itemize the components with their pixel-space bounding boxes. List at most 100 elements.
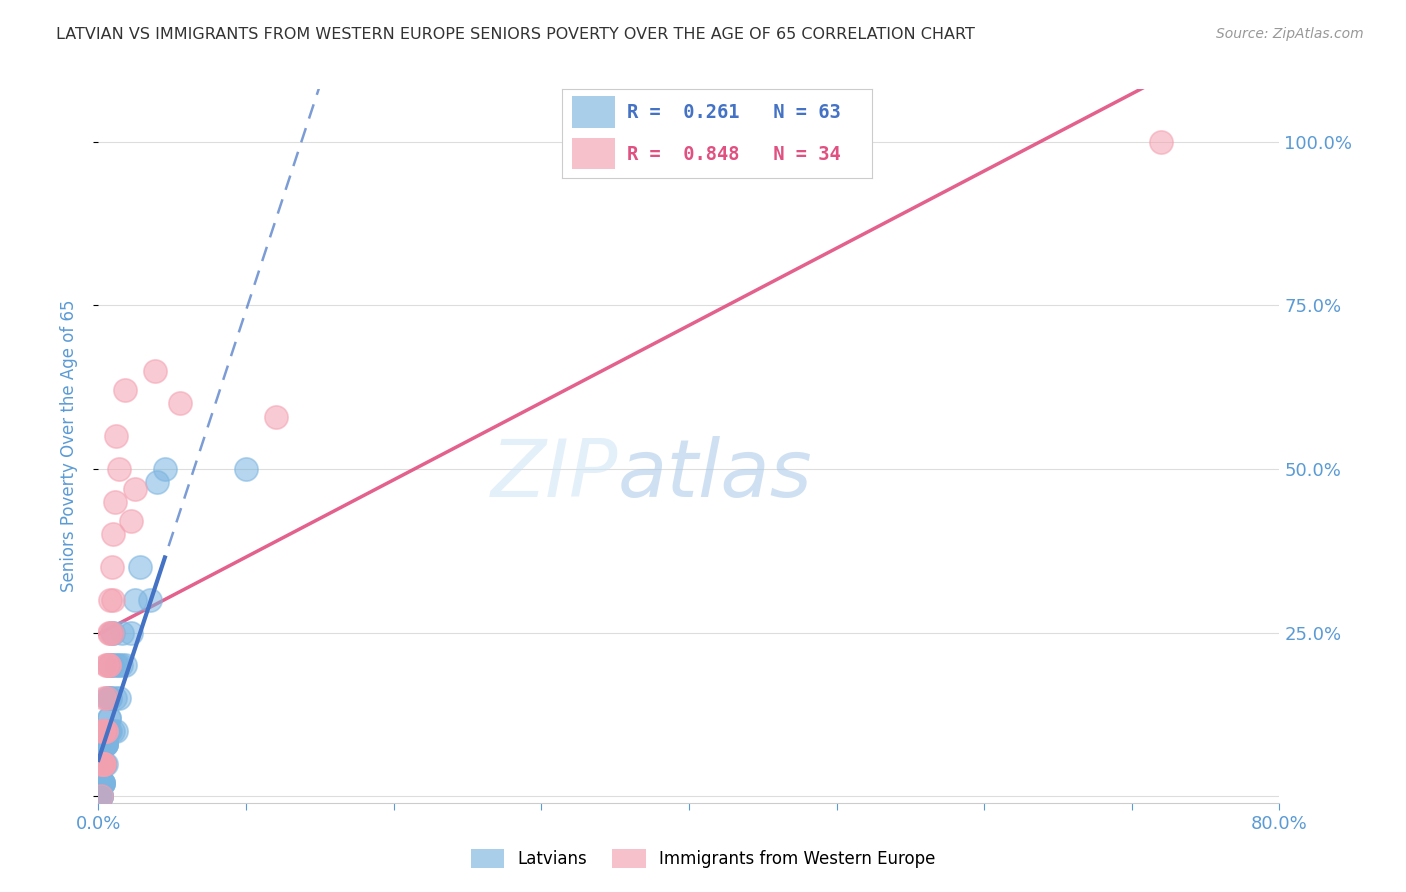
- Point: [96, 723, 118, 738]
- Point: [104, 691, 127, 706]
- Point: [91, 756, 114, 771]
- Point: [96, 723, 118, 738]
- Point: [93, 756, 115, 771]
- Point: [98, 723, 121, 738]
- Point: [124, 592, 146, 607]
- Point: [90, 789, 112, 804]
- Point: [98, 625, 121, 640]
- Point: [94, 737, 117, 751]
- Point: [94, 737, 117, 751]
- Point: [97, 625, 120, 640]
- Point: [90, 789, 112, 804]
- Text: R =  0.848   N = 34: R = 0.848 N = 34: [627, 145, 841, 164]
- Point: [90, 789, 112, 804]
- Point: [90, 789, 112, 804]
- Point: [120, 514, 142, 528]
- Point: [91, 776, 114, 790]
- Point: [103, 592, 125, 607]
- Point: [89, 789, 111, 804]
- Point: [90, 776, 112, 790]
- Point: [110, 658, 132, 673]
- Point: [104, 494, 127, 508]
- Point: [91, 756, 114, 771]
- Point: [105, 429, 128, 443]
- Point: [91, 776, 114, 790]
- Point: [96, 691, 118, 706]
- Point: [90, 723, 112, 738]
- Point: [98, 691, 121, 706]
- Point: [103, 527, 125, 541]
- Point: [94, 737, 117, 751]
- Point: [93, 756, 115, 771]
- Point: [93, 756, 115, 771]
- Point: [103, 625, 125, 640]
- Point: [1150, 135, 1173, 149]
- Point: [98, 658, 121, 673]
- Point: [94, 737, 117, 751]
- Point: [91, 776, 114, 790]
- Point: [97, 658, 120, 673]
- Point: [98, 658, 121, 673]
- Point: [153, 462, 176, 476]
- Point: [93, 756, 115, 771]
- Text: atlas: atlas: [619, 435, 813, 514]
- Text: ZIP: ZIP: [491, 435, 619, 514]
- Point: [89, 789, 111, 804]
- Point: [93, 756, 115, 771]
- Point: [93, 737, 115, 751]
- Point: [91, 756, 114, 771]
- Point: [89, 789, 111, 804]
- Point: [100, 658, 122, 673]
- Point: [100, 560, 122, 574]
- Point: [264, 409, 287, 424]
- Point: [90, 776, 112, 790]
- Point: [93, 756, 115, 771]
- Point: [235, 462, 257, 476]
- Point: [169, 396, 191, 410]
- Point: [114, 658, 136, 673]
- Point: [108, 462, 131, 476]
- Point: [96, 691, 118, 706]
- Point: [114, 384, 136, 398]
- Point: [89, 756, 111, 771]
- Bar: [572, 138, 614, 169]
- Point: [93, 691, 115, 706]
- Point: [91, 756, 114, 771]
- Point: [94, 723, 117, 738]
- Point: [111, 625, 134, 640]
- Point: [146, 475, 169, 489]
- Point: [96, 658, 118, 673]
- Point: [143, 364, 166, 378]
- Point: [107, 658, 129, 673]
- Point: [97, 658, 120, 673]
- Text: LATVIAN VS IMMIGRANTS FROM WESTERN EUROPE SENIORS POVERTY OVER THE AGE OF 65 COR: LATVIAN VS IMMIGRANTS FROM WESTERN EUROP…: [56, 27, 976, 42]
- Point: [105, 658, 128, 673]
- Point: [120, 625, 142, 640]
- Point: [94, 756, 117, 771]
- Bar: [572, 96, 614, 128]
- Y-axis label: Seniors Poverty Over the Age of 65: Seniors Poverty Over the Age of 65: [59, 300, 77, 592]
- Point: [97, 723, 120, 738]
- Point: [94, 658, 117, 673]
- Point: [91, 723, 114, 738]
- Point: [108, 691, 131, 706]
- Point: [97, 691, 120, 706]
- Point: [97, 711, 120, 725]
- Point: [93, 723, 115, 738]
- Point: [100, 625, 122, 640]
- Point: [103, 723, 125, 738]
- Point: [97, 711, 120, 725]
- Point: [128, 560, 150, 574]
- Point: [94, 723, 117, 738]
- Point: [90, 776, 112, 790]
- Point: [89, 789, 111, 804]
- Point: [98, 691, 121, 706]
- Point: [94, 723, 117, 738]
- Legend: Latvians, Immigrants from Western Europe: Latvians, Immigrants from Western Europe: [464, 842, 942, 875]
- Text: R =  0.261   N = 63: R = 0.261 N = 63: [627, 103, 841, 122]
- Point: [98, 592, 121, 607]
- Point: [124, 482, 146, 496]
- Text: Source: ZipAtlas.com: Source: ZipAtlas.com: [1216, 27, 1364, 41]
- Point: [139, 592, 162, 607]
- Point: [91, 776, 114, 790]
